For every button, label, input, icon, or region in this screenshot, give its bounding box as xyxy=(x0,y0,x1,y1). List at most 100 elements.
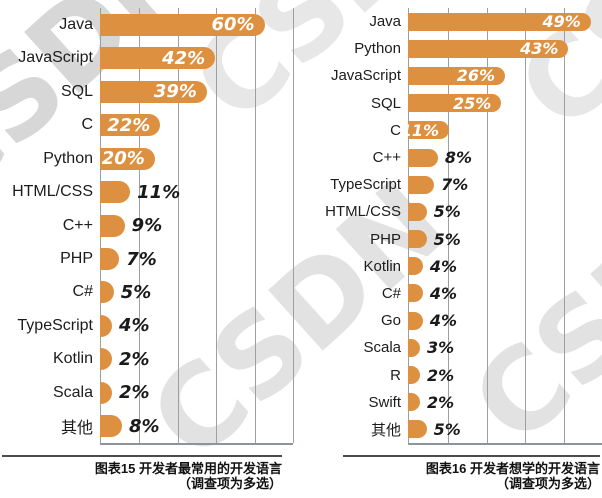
value-label: 3% xyxy=(427,338,455,358)
bar-track: 2% xyxy=(100,376,293,409)
value-label: 43% xyxy=(520,39,559,59)
bar-track: 4% xyxy=(408,280,602,307)
bar-track: 39% xyxy=(100,75,293,108)
value-label: 8% xyxy=(128,415,160,437)
bar-row: TypeScript 7% xyxy=(309,171,602,198)
bar-track: 60% xyxy=(100,8,293,41)
value-label: 49% xyxy=(542,12,581,32)
category-label: Java xyxy=(369,13,401,31)
caption-divider xyxy=(343,455,600,457)
gridline xyxy=(177,8,179,443)
bar-track: 42% xyxy=(100,41,293,74)
bar xyxy=(100,281,114,304)
category-label: R xyxy=(390,366,401,384)
category-label: C# xyxy=(381,284,401,302)
bar xyxy=(408,284,423,303)
value-label: 22% xyxy=(107,114,151,136)
category-label: HTML/CSS xyxy=(325,203,401,221)
bar-row: Java 49% xyxy=(309,8,602,35)
category-label: TypeScript xyxy=(17,316,93,334)
category-label: Java xyxy=(59,15,93,33)
bar-track: 5% xyxy=(100,276,293,309)
value-label: 11% xyxy=(137,181,181,203)
value-label: 60% xyxy=(211,14,255,36)
bar-row: Python 43% xyxy=(309,35,602,62)
value-label: 20% xyxy=(101,148,145,170)
bar xyxy=(100,415,122,438)
bar-track: 2% xyxy=(408,361,602,388)
figure-title: 图表16 开发者想学的开发语言 xyxy=(425,461,600,476)
category-label: SQL xyxy=(370,94,401,112)
bar-track: 4% xyxy=(408,307,602,334)
bar-track: 3% xyxy=(408,334,602,361)
gridline xyxy=(486,8,488,443)
category-label: Kotlin xyxy=(363,257,401,275)
value-label: 7% xyxy=(126,248,157,270)
category-label: C xyxy=(81,116,93,134)
bar-row: C++ 8% xyxy=(309,144,602,171)
gridline xyxy=(525,8,527,443)
bar-row: HTML/CSS 5% xyxy=(309,198,602,225)
bar-row: SQL 39% xyxy=(0,75,293,108)
category-label: Scala xyxy=(52,383,93,401)
gridline xyxy=(293,8,294,443)
bar xyxy=(408,420,427,439)
bar xyxy=(408,338,420,357)
bar-track: 4% xyxy=(408,253,602,280)
bar-row: 其他 5% xyxy=(309,416,602,443)
bars-container: Java 60% JavaScript 42% SQL 39% C 22% Python 20% H… xyxy=(0,8,293,443)
category-label: SQL xyxy=(60,82,93,100)
bar-row: JavaScript 42% xyxy=(0,41,293,74)
value-label: 5% xyxy=(433,419,461,439)
category-label: TypeScript xyxy=(330,176,401,194)
bar xyxy=(100,381,112,404)
value-label: 2% xyxy=(427,392,455,412)
bar-track: 5% xyxy=(408,226,602,253)
bar: 11% xyxy=(401,121,450,140)
bar xyxy=(408,257,423,276)
bar: 25% xyxy=(408,93,502,113)
category-label: 其他 xyxy=(60,420,93,438)
bar-row: Python 20% xyxy=(0,142,293,175)
value-label: 4% xyxy=(119,315,150,337)
bar xyxy=(100,214,125,237)
category-label: C xyxy=(390,121,401,139)
bar xyxy=(100,248,120,271)
bar-track: 49% xyxy=(408,8,602,35)
bar: 22% xyxy=(100,114,161,137)
chart-most-used-languages: Java 60% JavaScript 42% SQL 39% C 22% Python 20% H… xyxy=(0,0,294,498)
bar-row: JavaScript 26% xyxy=(309,62,602,89)
figure-caption: 图表15 开发者最常用的开发语言 （调查项为多选） xyxy=(0,461,282,491)
bar-row: Kotlin 4% xyxy=(309,253,602,280)
category-label: HTML/CSS xyxy=(12,183,93,201)
category-label: Python xyxy=(43,149,93,167)
bar: 60% xyxy=(100,13,265,36)
bar-track: 5% xyxy=(408,198,602,225)
value-label: 25% xyxy=(452,93,492,113)
category-label: Kotlin xyxy=(52,350,93,368)
figure-subtitle: （调查项为多选） xyxy=(495,476,600,491)
gridline xyxy=(216,8,218,443)
bar xyxy=(100,181,131,204)
bar-track: 9% xyxy=(100,209,293,242)
bar-track: 4% xyxy=(100,309,293,342)
gridline xyxy=(254,8,256,443)
bar xyxy=(408,311,423,330)
bar-row: C# 5% xyxy=(0,276,293,309)
bar xyxy=(408,175,435,194)
value-label: 8% xyxy=(444,148,473,168)
bar: 39% xyxy=(100,80,207,103)
category-label: Python xyxy=(354,40,401,58)
value-label: 4% xyxy=(429,256,458,276)
bar-track: 7% xyxy=(408,171,602,198)
figure-caption: 图表16 开发者想学的开发语言 （调查项为多选） xyxy=(343,461,600,491)
value-label: 11% xyxy=(400,120,440,140)
gridline xyxy=(564,8,566,443)
bar xyxy=(408,202,427,221)
plot-area xyxy=(408,8,602,445)
gridline xyxy=(447,8,449,443)
category-label: Swift xyxy=(368,393,401,411)
category-label: C# xyxy=(72,283,93,301)
value-label: 2% xyxy=(119,348,150,370)
category-label: PHP xyxy=(60,250,93,268)
